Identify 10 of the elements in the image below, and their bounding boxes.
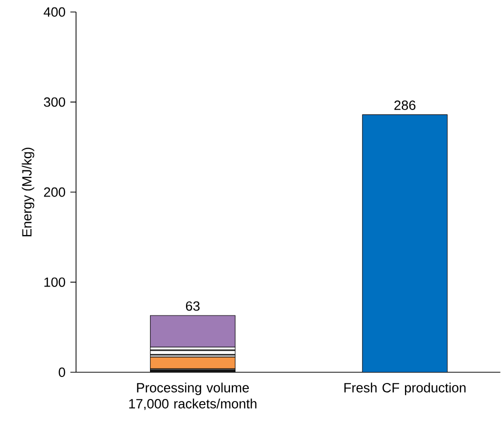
- total-label: 63: [186, 301, 200, 311]
- y-tick-label: 0: [58, 367, 66, 377]
- x-tick-label: Fresh CF production: [344, 382, 466, 395]
- y-axis-title: Energy (MJ/kg): [22, 148, 34, 236]
- y-tick-label: 100: [44, 277, 66, 287]
- y-tick-label: 300: [44, 97, 66, 107]
- y-tick-label: 200: [44, 187, 66, 197]
- total-label: 286: [394, 100, 416, 110]
- x-tick-label: Processing volume 17,000 rackets/month: [129, 382, 256, 410]
- y-tick-label: 400: [44, 7, 66, 17]
